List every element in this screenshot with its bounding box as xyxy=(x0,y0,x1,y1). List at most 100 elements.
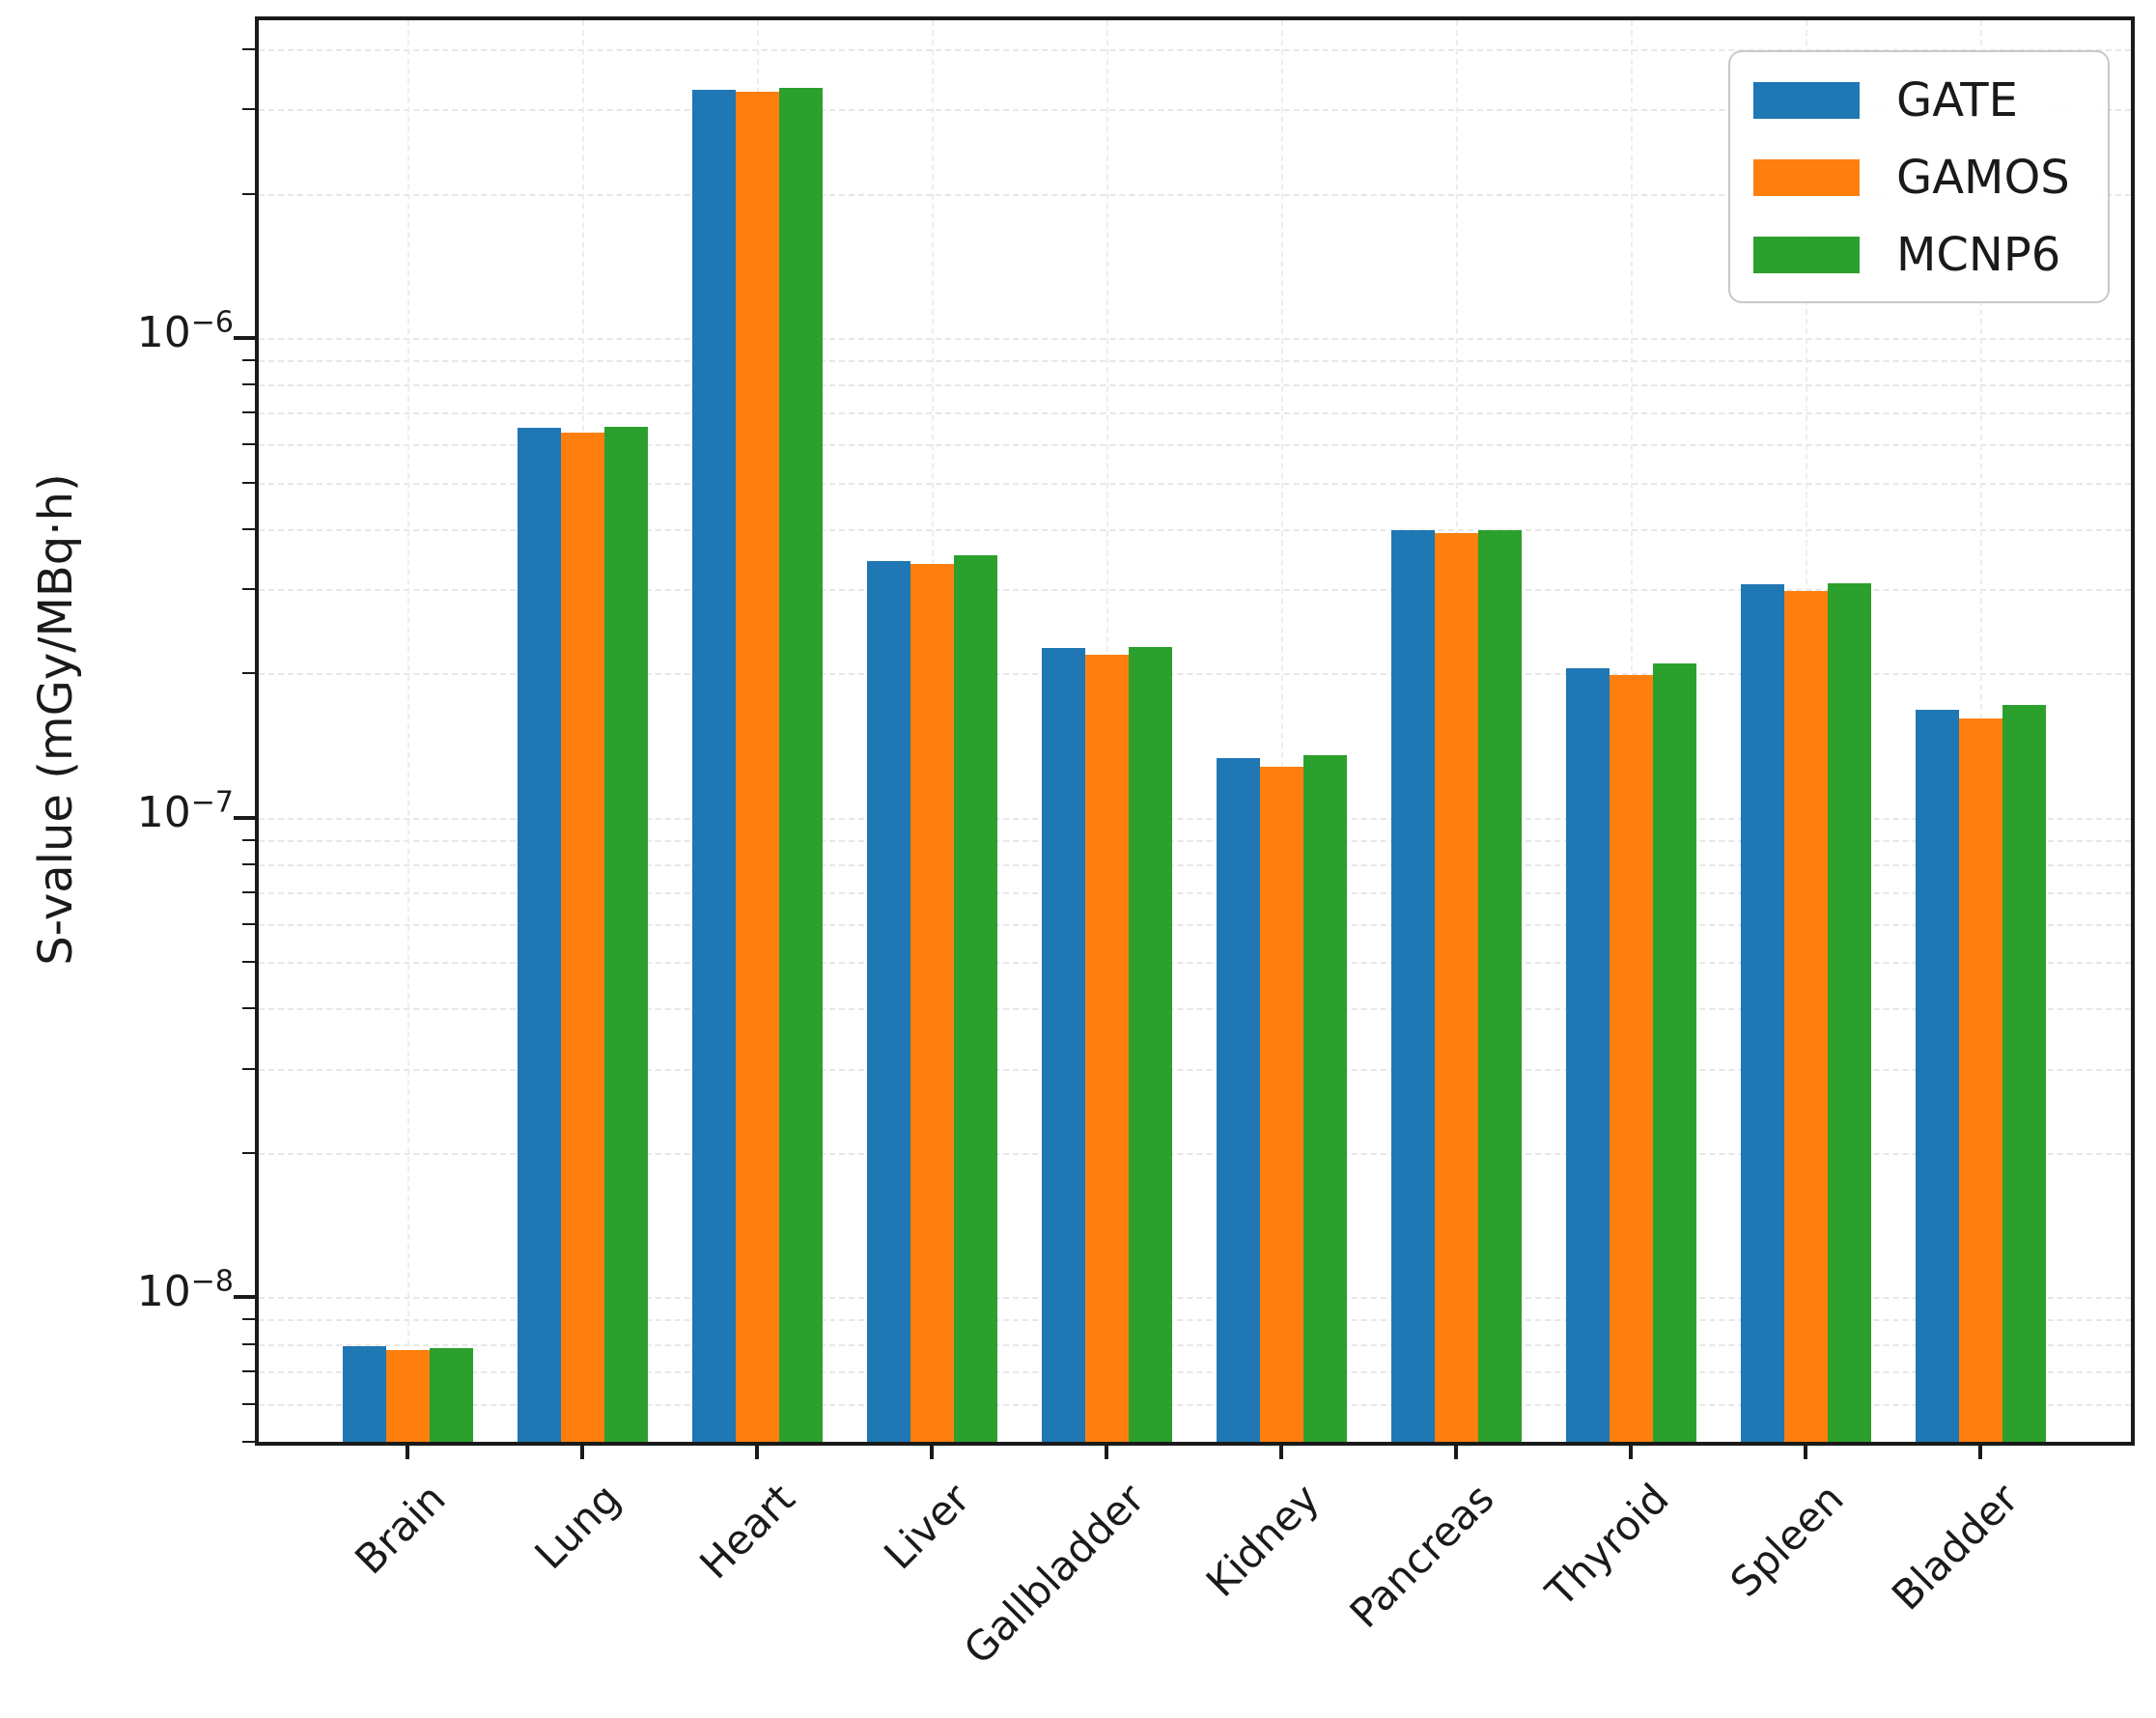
bar-liver-mcnp6 xyxy=(953,555,997,1442)
bar-gallbladder-mcnp6 xyxy=(1128,647,1172,1442)
y-major-tick xyxy=(234,1295,255,1300)
bar-thyroid-gamos xyxy=(1609,675,1653,1442)
bar-thyroid-gate xyxy=(1565,667,1610,1442)
x-tick xyxy=(406,1442,409,1459)
x-tick-label-heart: Heart xyxy=(690,1475,804,1589)
y-minor-tick xyxy=(242,1151,255,1154)
legend-item-gate: GATE xyxy=(1730,62,2108,139)
y-minor-tick xyxy=(242,1067,255,1070)
y-tick-label-exponent: −7 xyxy=(190,785,234,820)
x-tick-label-brain: Brain xyxy=(346,1475,455,1584)
y-minor-tick xyxy=(242,527,255,530)
h-gridline xyxy=(259,193,2131,196)
y-minor-tick xyxy=(242,1441,255,1443)
x-tick-label-spleen: Spleen xyxy=(1721,1475,1853,1606)
legend-item-mcnp6: MCNP6 xyxy=(1730,216,2108,294)
bar-pancreas-gate xyxy=(1390,530,1435,1442)
y-tick-label-exponent: −6 xyxy=(190,305,234,340)
h-gridline xyxy=(259,384,2131,387)
h-gridline xyxy=(259,482,2131,485)
bar-spleen-gate xyxy=(1740,583,1784,1442)
x-tick-label-lung: Lung xyxy=(525,1475,630,1579)
x-tick xyxy=(1105,1442,1108,1459)
x-tick-label-thyroid: Thyroid xyxy=(1536,1475,1678,1617)
h-gridline xyxy=(259,839,2131,842)
h-gridline xyxy=(259,1008,2131,1011)
y-minor-tick xyxy=(242,672,255,675)
bar-spleen-mcnp6 xyxy=(1827,583,1871,1442)
bar-bladder-gamos xyxy=(1958,718,2002,1442)
y-minor-tick xyxy=(242,192,255,195)
bar-liver-gate xyxy=(866,560,910,1442)
y-minor-tick xyxy=(242,411,255,414)
bar-heart-gate xyxy=(691,89,736,1442)
h-gridline xyxy=(259,359,2131,362)
v-gridline xyxy=(407,20,409,1442)
y-minor-tick xyxy=(242,48,255,51)
y-axis-title: S-value (mGy/MBq·h) xyxy=(29,473,83,966)
h-gridline xyxy=(259,1343,2131,1346)
x-tick-label-pancreas: Pancreas xyxy=(1340,1475,1503,1638)
h-gridline xyxy=(259,891,2131,894)
x-tick-label-gallbladder: Gallbladder xyxy=(954,1475,1154,1674)
y-minor-tick xyxy=(242,443,255,446)
legend-swatch-gate xyxy=(1753,82,1860,119)
bar-brain-gamos xyxy=(385,1350,430,1442)
x-tick xyxy=(1804,1442,1807,1459)
h-gridline xyxy=(259,1297,2131,1300)
h-gridline xyxy=(259,109,2131,112)
y-tick-label-base: 10 xyxy=(136,1267,191,1317)
legend-swatch-mcnp6 xyxy=(1753,237,1860,273)
y-tick-label: 10−8 xyxy=(89,1264,234,1317)
y-minor-tick xyxy=(242,383,255,386)
x-tick-label-bladder: Bladder xyxy=(1882,1475,2028,1619)
y-minor-tick xyxy=(242,358,255,361)
y-minor-tick xyxy=(242,862,255,865)
bar-gallbladder-gamos xyxy=(1084,654,1129,1442)
y-tick-label: 10−7 xyxy=(89,787,234,838)
y-minor-tick xyxy=(242,1342,255,1345)
h-gridline xyxy=(259,412,2131,415)
legend: GATE GAMOS MCNP6 xyxy=(1728,50,2110,303)
h-gridline xyxy=(259,924,2131,926)
y-tick-label-base: 10 xyxy=(136,787,191,837)
y-minor-tick xyxy=(242,108,255,111)
h-gridline xyxy=(259,1068,2131,1071)
x-tick xyxy=(1978,1442,1982,1459)
h-gridline xyxy=(259,1403,2131,1406)
x-tick xyxy=(1454,1442,1458,1459)
y-tick-label: 10−6 xyxy=(89,305,234,358)
bar-heart-gamos xyxy=(735,91,779,1442)
x-tick-label-liver: Liver xyxy=(875,1475,979,1579)
bar-pancreas-mcnp6 xyxy=(1477,529,1522,1442)
bar-lung-gate xyxy=(517,428,561,1442)
y-tick-label-base: 10 xyxy=(136,308,191,358)
legend-label: MCNP6 xyxy=(1896,228,2061,282)
x-tick xyxy=(755,1442,759,1459)
legend-swatch-gamos xyxy=(1753,159,1860,196)
h-gridline xyxy=(259,444,2131,447)
bar-lung-mcnp6 xyxy=(603,427,648,1442)
x-tick-label-kidney: Kidney xyxy=(1196,1475,1329,1606)
h-gridline xyxy=(259,528,2131,531)
y-minor-tick xyxy=(242,838,255,841)
x-tick xyxy=(930,1442,934,1459)
bar-pancreas-gamos xyxy=(1434,533,1478,1442)
h-gridline xyxy=(259,338,2131,341)
y-minor-tick xyxy=(242,961,255,964)
h-gridline xyxy=(259,1152,2131,1155)
bar-bladder-mcnp6 xyxy=(2002,704,2046,1442)
v-gridline xyxy=(1281,20,1283,1442)
bar-kidney-gamos xyxy=(1259,766,1303,1442)
legend-item-gamos: GAMOS xyxy=(1730,139,2108,216)
y-minor-tick xyxy=(242,481,255,484)
legend-label: GATE xyxy=(1896,73,2018,127)
x-tick xyxy=(580,1442,584,1459)
h-gridline xyxy=(259,962,2131,965)
legend-label: GAMOS xyxy=(1896,151,2070,205)
y-minor-tick xyxy=(242,1318,255,1321)
y-minor-tick xyxy=(242,1402,255,1405)
h-gridline xyxy=(259,49,2131,52)
bar-brain-gate xyxy=(342,1346,386,1442)
y-tick-label-exponent: −8 xyxy=(190,1264,234,1299)
